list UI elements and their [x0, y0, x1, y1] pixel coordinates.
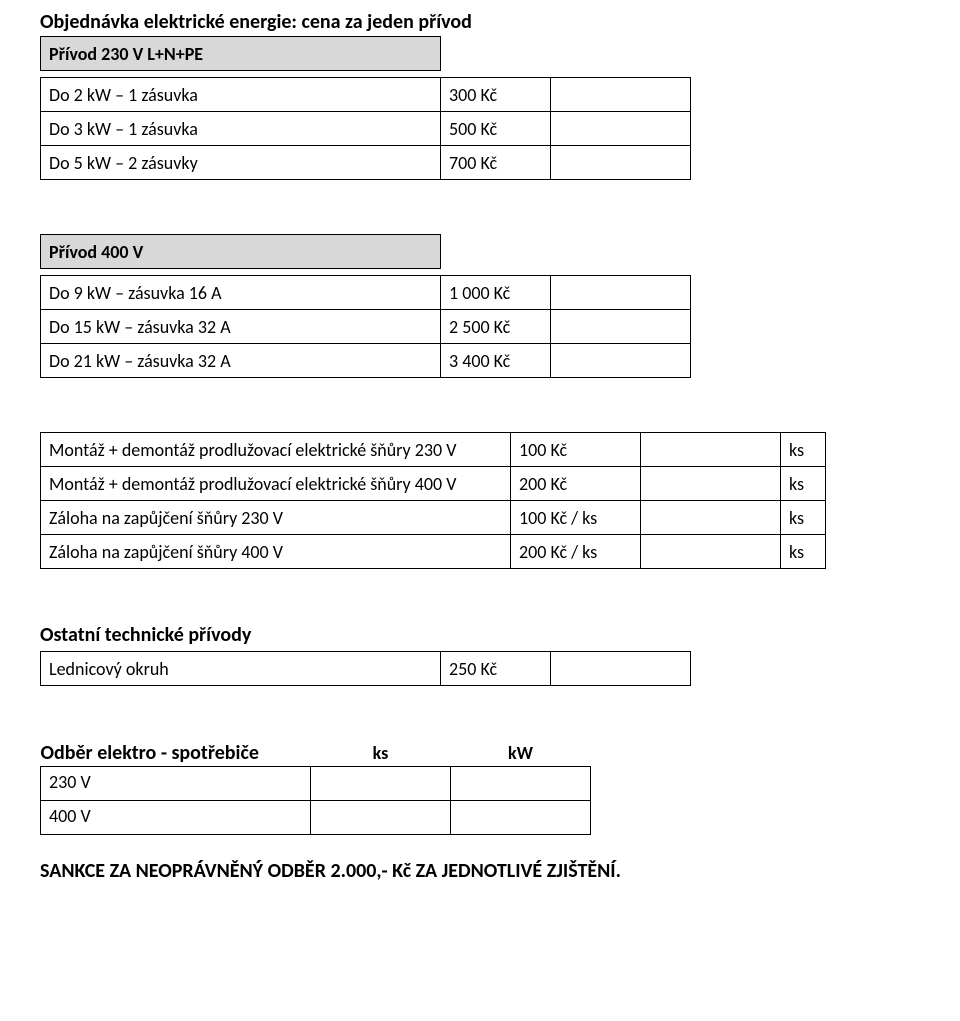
table-header: Přívod 230 V L+N+PE — [41, 37, 441, 71]
qty-input[interactable] — [551, 146, 691, 180]
section-ostatni-title: Ostatní technické přívody — [40, 623, 920, 647]
item-unit: ks — [781, 433, 826, 467]
qty-input[interactable] — [551, 652, 691, 686]
item-label: Montáž + demontáž prodlužovací elektrick… — [41, 433, 511, 467]
item-label: Montáž + demontáž prodlužovací elektrick… — [41, 467, 511, 501]
table-row: Do 15 kW – zásuvka 32 A 2 500 Kč — [41, 310, 691, 344]
item-price: 300 Kč — [441, 78, 551, 112]
table-row: 230 V — [41, 767, 591, 801]
qty-input[interactable] — [641, 467, 781, 501]
item-label: Záloha na zapůjčení šňůry 230 V — [41, 501, 511, 535]
item-label: Lednicový okruh — [41, 652, 441, 686]
qty-input[interactable] — [641, 535, 781, 569]
table-privod-400-rows: Do 9 kW – zásuvka 16 A 1 000 Kč Do 15 kW… — [40, 275, 691, 378]
qty-input[interactable] — [641, 433, 781, 467]
ks-input[interactable] — [311, 767, 451, 801]
item-price: 200 Kč / ks — [511, 535, 641, 569]
item-price: 100 Kč — [511, 433, 641, 467]
qty-input[interactable] — [551, 344, 691, 378]
item-price: 3 400 Kč — [441, 344, 551, 378]
qty-input[interactable] — [641, 501, 781, 535]
table-row: Do 5 kW – 2 zásuvky 700 Kč — [41, 146, 691, 180]
kw-input[interactable] — [451, 801, 591, 835]
table-header: Přívod 400 V — [41, 235, 441, 269]
item-price: 100 Kč / ks — [511, 501, 641, 535]
col-header-kw: kW — [451, 740, 591, 767]
item-label: 230 V — [41, 767, 311, 801]
item-label: Do 21 kW – zásuvka 32 A — [41, 344, 441, 378]
table-row: Lednicový okruh 250 Kč — [41, 652, 691, 686]
table-row: Montáž + demontáž prodlužovací elektrick… — [41, 433, 826, 467]
qty-input[interactable] — [551, 310, 691, 344]
item-price: 200 Kč — [511, 467, 641, 501]
item-price: 500 Kč — [441, 112, 551, 146]
item-unit: ks — [781, 535, 826, 569]
item-price: 250 Kč — [441, 652, 551, 686]
item-label: 400 V — [41, 801, 311, 835]
ks-input[interactable] — [311, 801, 451, 835]
item-label: Do 9 kW – zásuvka 16 A — [41, 276, 441, 310]
item-price: 1 000 Kč — [441, 276, 551, 310]
table-row: Do 2 kW – 1 zásuvka 300 Kč — [41, 78, 691, 112]
col-header-ks: ks — [311, 740, 451, 767]
item-label: Záloha na zapůjčení šňůry 400 V — [41, 535, 511, 569]
kw-input[interactable] — [451, 767, 591, 801]
item-label: Do 2 kW – 1 zásuvka — [41, 78, 441, 112]
table-privod-400: Přívod 400 V — [40, 234, 441, 269]
item-price: 2 500 Kč — [441, 310, 551, 344]
qty-input[interactable] — [551, 78, 691, 112]
page-title: Objednávka elektrické energie: cena za j… — [40, 10, 920, 34]
table-row: Montáž + demontáž prodlužovací elektrick… — [41, 467, 826, 501]
item-unit: ks — [781, 467, 826, 501]
table-privod-230-rows: Do 2 kW – 1 zásuvka 300 Kč Do 3 kW – 1 z… — [40, 77, 691, 180]
table-row: Záloha na zapůjčení šňůry 230 V 100 Kč /… — [41, 501, 826, 535]
table-montaz: Montáž + demontáž prodlužovací elektrick… — [40, 432, 826, 569]
section-odber-title: Odběr elektro - spotřebiče — [41, 740, 311, 767]
table-row: Do 9 kW – zásuvka 16 A 1 000 Kč — [41, 276, 691, 310]
item-label: Do 5 kW – 2 zásuvky — [41, 146, 441, 180]
item-label: Do 15 kW – zásuvka 32 A — [41, 310, 441, 344]
item-price: 700 Kč — [441, 146, 551, 180]
sankce-notice: SANKCE ZA NEOPRÁVNĚNÝ ODBĚR 2.000,- Kč Z… — [40, 859, 920, 883]
table-ostatni: Lednicový okruh 250 Kč — [40, 651, 691, 686]
table-row: Do 21 kW – zásuvka 32 A 3 400 Kč — [41, 344, 691, 378]
item-label: Do 3 kW – 1 zásuvka — [41, 112, 441, 146]
item-unit: ks — [781, 501, 826, 535]
qty-input[interactable] — [551, 276, 691, 310]
table-privod-230: Přívod 230 V L+N+PE — [40, 36, 441, 71]
table-row: Do 3 kW – 1 zásuvka 500 Kč — [41, 112, 691, 146]
table-row: 400 V — [41, 801, 591, 835]
table-odber: Odběr elektro - spotřebiče ks kW 230 V 4… — [40, 740, 591, 835]
qty-input[interactable] — [551, 112, 691, 146]
table-row: Záloha na zapůjčení šňůry 400 V 200 Kč /… — [41, 535, 826, 569]
